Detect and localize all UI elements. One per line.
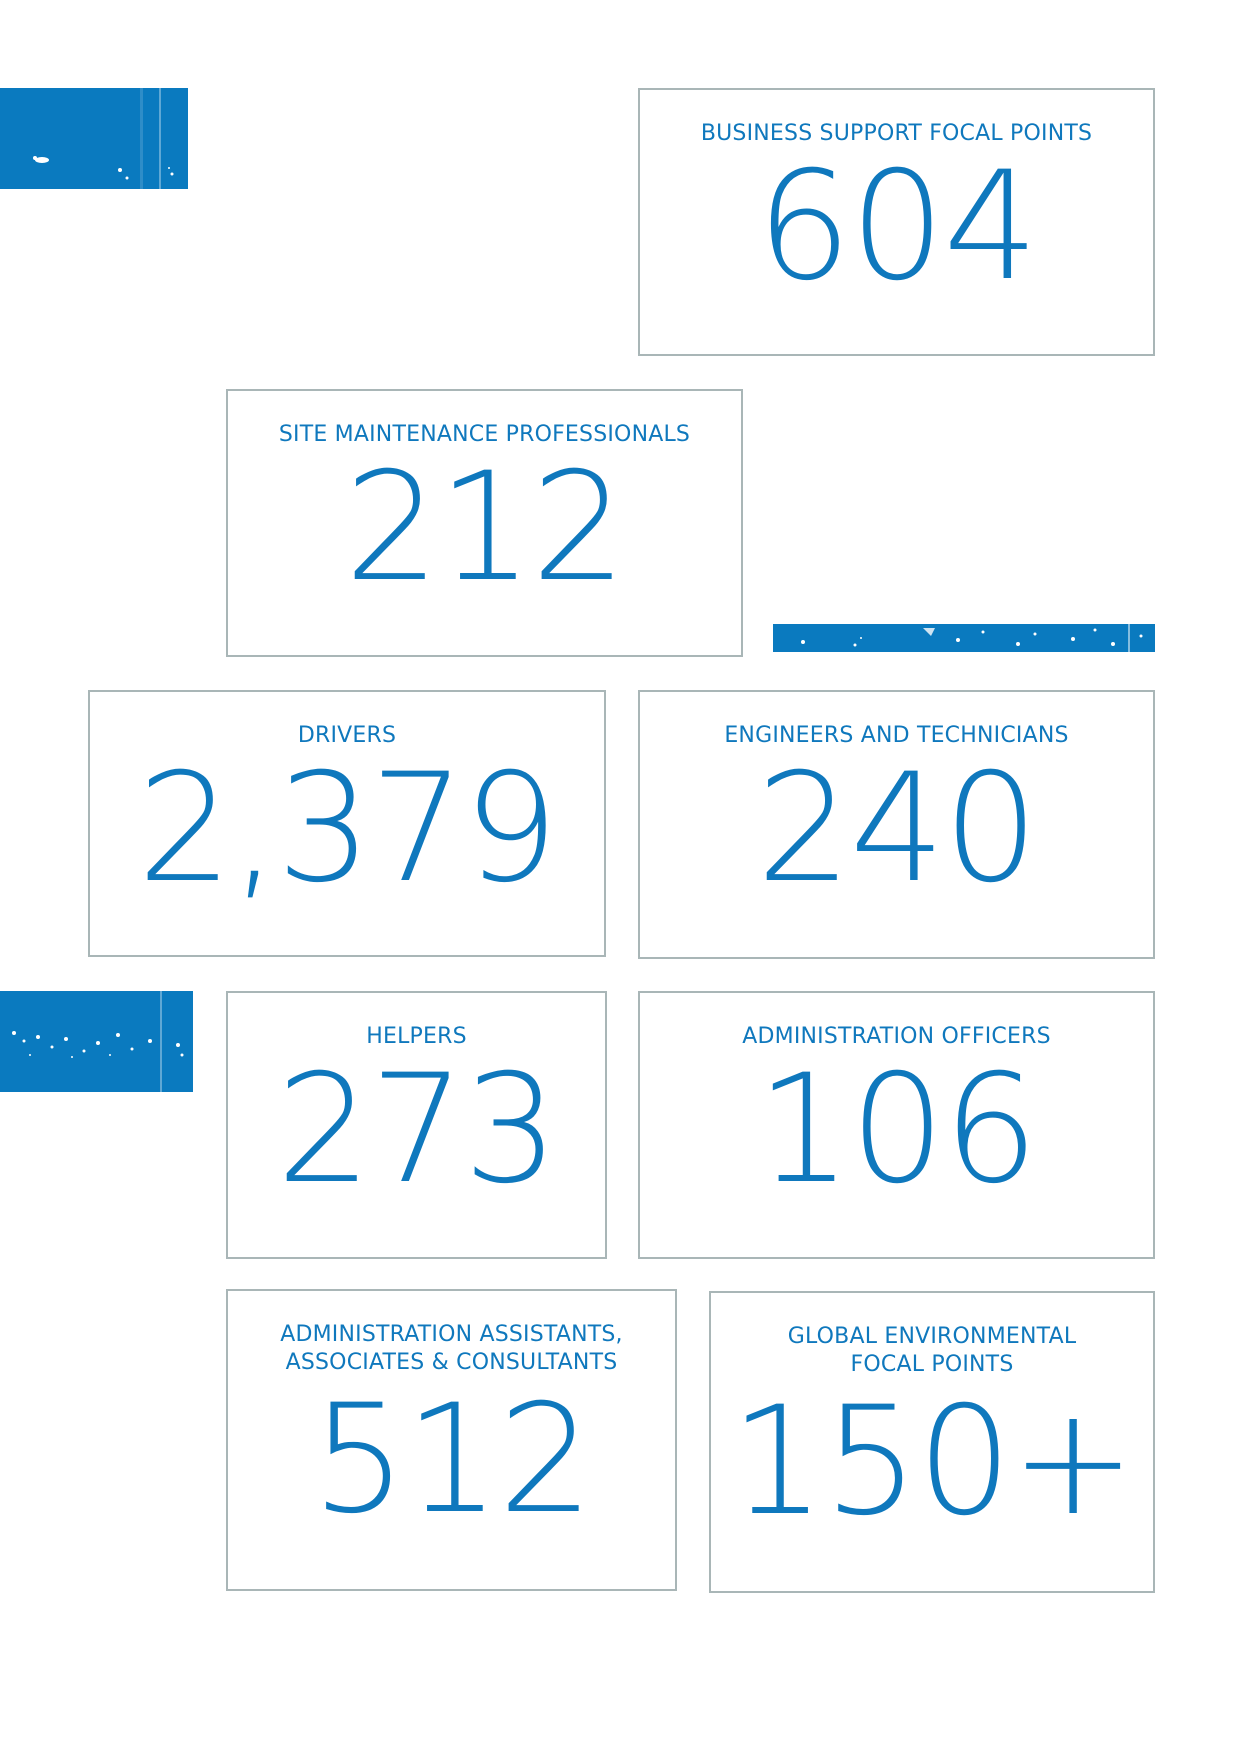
card-site-maintenance: SITE MAINTENANCE PROFESSIONALS 212 (226, 389, 743, 657)
card-label: SITE MAINTENANCE PROFESSIONALS (278, 422, 691, 447)
card-label: BUSINESS SUPPORT FOCAL POINTS (700, 121, 1093, 146)
card-value: 2,379 (137, 742, 558, 916)
grunge-texture-icon (12, 991, 184, 1092)
grunge-texture-icon (33, 88, 174, 189)
card-environmental: GLOBAL ENVIRONMENTAL FOCAL POINTS 150+ (709, 1291, 1155, 1593)
decorative-bar-middle-right (773, 624, 1155, 652)
card-admin-assistants: ADMINISTRATION ASSISTANTS, ASSOCIATES & … (226, 1289, 677, 1591)
card-label: ENGINEERS AND TECHNICIANS (724, 723, 1069, 748)
card-value: 106 (756, 1043, 1038, 1217)
card-drivers: DRIVERS 2,379 (88, 690, 606, 957)
card-helpers: HELPERS 273 (226, 991, 607, 1259)
decorative-bar-lower-left (0, 991, 193, 1092)
card-label: ADMINISTRATION ASSISTANTS, ASSOCIATES & … (280, 1322, 623, 1375)
card-value: 240 (756, 742, 1038, 916)
card-value: 273 (276, 1043, 558, 1217)
grunge-texture-icon (801, 624, 1143, 652)
card-business-support: BUSINESS SUPPORT FOCAL POINTS 604 (638, 88, 1155, 356)
card-label: GLOBAL ENVIRONMENTAL FOCAL POINTS (787, 1324, 1077, 1377)
card-value: 604 (756, 140, 1038, 314)
card-admin-officers: ADMINISTRATION OFFICERS 106 (638, 991, 1155, 1259)
card-label: ADMINISTRATION OFFICERS (742, 1024, 1051, 1049)
card-label: HELPERS (366, 1024, 467, 1049)
card-label: DRIVERS (297, 723, 397, 748)
decorative-bar-top-left (0, 88, 188, 189)
card-value: 212 (344, 441, 626, 615)
card-value: 512 (311, 1373, 593, 1547)
card-engineers: ENGINEERS AND TECHNICIANS 240 (638, 690, 1155, 959)
card-value: 150+ (730, 1375, 1136, 1549)
